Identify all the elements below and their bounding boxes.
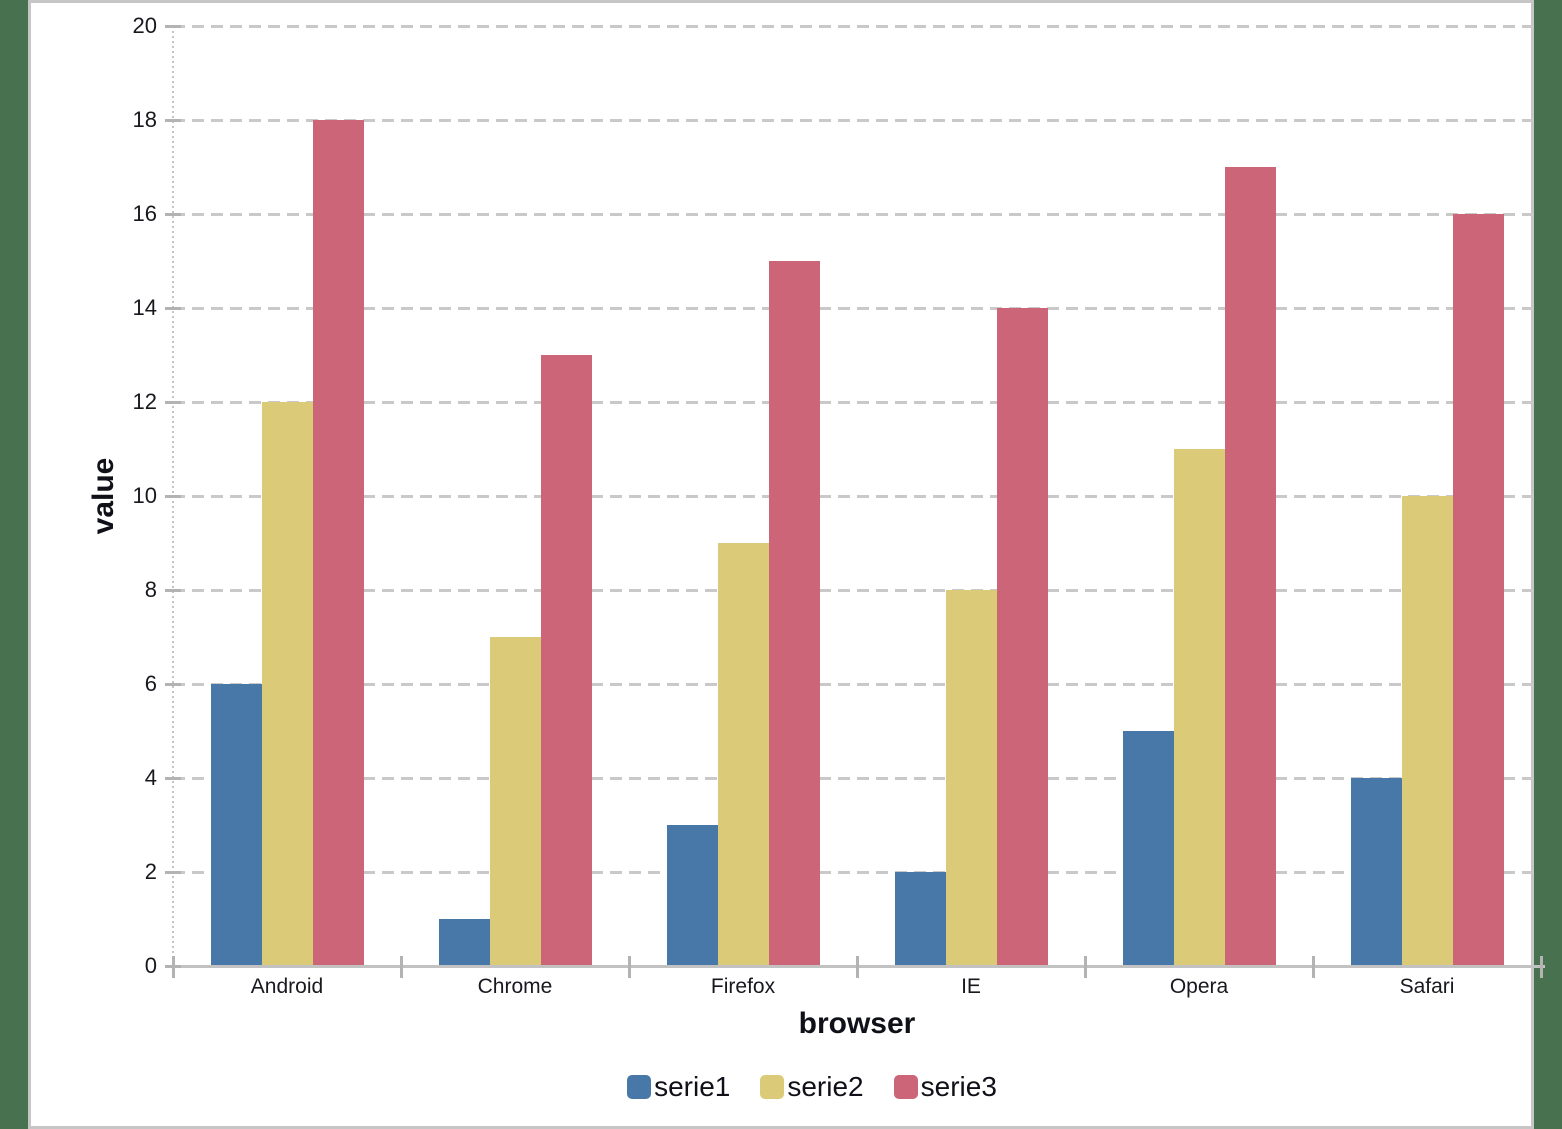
y-tick-label-14: 14 bbox=[132, 295, 157, 320]
x-category-label-IE: IE bbox=[961, 975, 981, 998]
gridline-y-4 bbox=[173, 777, 1541, 780]
y-tick-label-16: 16 bbox=[132, 201, 157, 226]
bar-serie1-Opera bbox=[1122, 731, 1174, 966]
bar-serie1-Safari bbox=[1350, 778, 1402, 966]
legend-swatch-serie2 bbox=[760, 1075, 785, 1099]
y-tick-mark-10 bbox=[165, 495, 181, 498]
x-tick-mark-0 bbox=[172, 956, 175, 978]
gridline-y-6 bbox=[173, 683, 1541, 686]
legend-item-serie3: serie3 bbox=[893, 1071, 997, 1103]
x-category-label-Opera: Opera bbox=[1169, 975, 1229, 998]
bar-serie2-Chrome bbox=[489, 637, 541, 966]
y-tick-mark-4 bbox=[165, 777, 181, 780]
x-axis-title: browser bbox=[798, 1007, 916, 1040]
x-tick-mark-6 bbox=[1540, 956, 1543, 978]
gridline-y-2 bbox=[173, 871, 1541, 874]
bar-serie2-IE bbox=[945, 590, 997, 966]
gridline-y-12 bbox=[173, 401, 1541, 404]
bar-serie3-IE bbox=[996, 308, 1048, 966]
y-tick-mark-20 bbox=[165, 25, 181, 28]
bar-serie3-Chrome bbox=[540, 355, 592, 966]
bar-serie2-Android bbox=[261, 402, 313, 966]
bar-serie2-Opera bbox=[1173, 449, 1225, 966]
x-tick-mark-4 bbox=[1084, 956, 1087, 978]
bar-serie3-Android bbox=[312, 120, 364, 966]
bar-serie3-Firefox bbox=[768, 261, 820, 966]
x-tick-mark-5 bbox=[1312, 956, 1315, 978]
legend: serie1 serie2 serie3 bbox=[62, 1071, 1562, 1103]
bar-serie1-Chrome bbox=[438, 919, 490, 966]
x-category-label-Safari: Safari bbox=[1399, 975, 1455, 998]
legend-label-serie1: serie1 bbox=[654, 1071, 731, 1102]
y-tick-label-8: 8 bbox=[144, 577, 157, 602]
y-tick-label-6: 6 bbox=[144, 671, 157, 696]
y-tick-mark-8 bbox=[165, 589, 181, 592]
legend-swatch-serie1 bbox=[627, 1075, 652, 1099]
legend-item-serie2: serie2 bbox=[760, 1071, 864, 1103]
y-tick-mark-14 bbox=[165, 307, 181, 310]
plot-area bbox=[173, 25, 1541, 966]
bar-serie2-Safari bbox=[1401, 496, 1453, 966]
y-tick-label-10: 10 bbox=[132, 483, 157, 508]
legend-label-serie3: serie3 bbox=[920, 1071, 997, 1102]
y-tick-mark-18 bbox=[165, 119, 181, 122]
x-category-label-Firefox: Firefox bbox=[710, 975, 776, 998]
bar-serie1-IE bbox=[894, 872, 946, 966]
bar-serie2-Firefox bbox=[717, 543, 769, 966]
y-tick-label-2: 2 bbox=[144, 859, 157, 884]
gridline-y-8 bbox=[173, 589, 1541, 592]
gridline-y-18 bbox=[173, 119, 1541, 122]
y-tick-label-12: 12 bbox=[132, 389, 157, 414]
bar-serie3-Opera bbox=[1224, 167, 1276, 966]
bar-serie3-Safari bbox=[1452, 214, 1504, 966]
gridline-y-10 bbox=[173, 495, 1541, 498]
y-tick-label-20: 20 bbox=[132, 13, 157, 38]
x-category-label-Android: Android bbox=[250, 975, 324, 998]
bar-serie1-Android bbox=[210, 684, 262, 966]
bar-serie1-Firefox bbox=[666, 825, 718, 966]
y-tick-label-4: 4 bbox=[144, 765, 157, 790]
legend-label-serie2: serie2 bbox=[787, 1071, 864, 1102]
y-tick-mark-6 bbox=[165, 683, 181, 686]
legend-swatch-serie3 bbox=[893, 1075, 918, 1099]
gridline-y-16 bbox=[173, 213, 1541, 216]
gridline-y-20 bbox=[173, 25, 1541, 28]
y-tick-label-0: 0 bbox=[144, 953, 157, 978]
chart-panel: value browser serie1 serie2 serie3 0 2 4 6 8 10… bbox=[28, 0, 1545, 1129]
x-category-label-Chrome: Chrome bbox=[477, 975, 553, 998]
legend-item-serie1: serie1 bbox=[627, 1071, 730, 1103]
y-tick-label-18: 18 bbox=[132, 107, 157, 132]
x-tick-mark-1 bbox=[400, 956, 403, 978]
y-tick-mark-12 bbox=[165, 401, 181, 404]
y-tick-mark-2 bbox=[165, 871, 181, 874]
y-tick-mark-16 bbox=[165, 213, 181, 216]
x-tick-mark-2 bbox=[628, 956, 631, 978]
gridline-y-14 bbox=[173, 307, 1541, 310]
x-tick-mark-3 bbox=[856, 956, 859, 978]
